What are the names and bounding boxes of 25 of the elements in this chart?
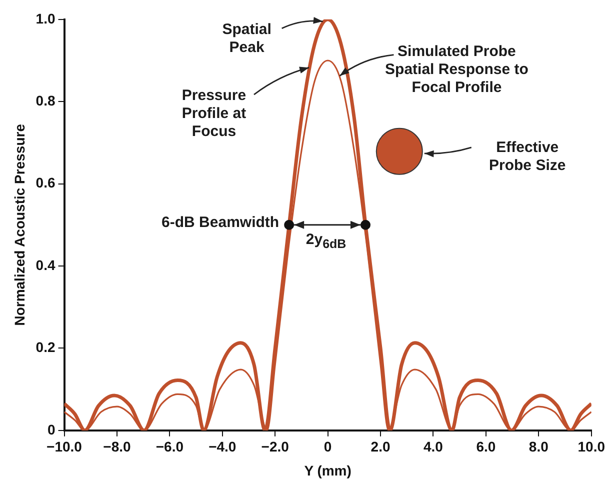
annotation: Simulated Probe Spatial Response to Focal Profile [384, 42, 530, 97]
annotation: Pressure Profile at Focus [180, 86, 248, 141]
x-tick-label: −4.0 [208, 438, 236, 455]
x-tick-label: −2.0 [261, 438, 290, 455]
y-tick-label: 0.8 [36, 92, 56, 108]
x-tick-label: 2.0 [370, 438, 390, 455]
x-axis-title: Y (mm) [304, 462, 352, 478]
x-tick-label: −10.0 [46, 438, 82, 455]
y-axis-title: Normalized Acoustic Pressure [11, 124, 28, 326]
y-tick-label: 0 [47, 421, 56, 438]
x-tick-label: 8.0 [528, 438, 549, 455]
y-tick-label: 0.6 [36, 174, 56, 191]
annotation: 2y$_{6dB}$ [304, 230, 348, 253]
x-tick-label: 10.0 [578, 438, 606, 455]
x-tick-label: −6.0 [156, 438, 184, 455]
x-tick-label: −8.0 [103, 438, 132, 455]
x-tick-label: 6.0 [476, 438, 496, 455]
annotation: Spatial Peak [221, 21, 272, 58]
y-tick-label: 0.4 [36, 256, 56, 273]
x-tick-label: 4.0 [424, 438, 444, 455]
x-tick-label: 0 [324, 438, 332, 455]
y-tick-label: 1.0 [36, 10, 56, 26]
y-tick-label: 0.2 [36, 339, 56, 356]
annotation: 6-dB Beamwidth [160, 214, 280, 232]
annotation: Effective Probe Size [488, 139, 567, 176]
